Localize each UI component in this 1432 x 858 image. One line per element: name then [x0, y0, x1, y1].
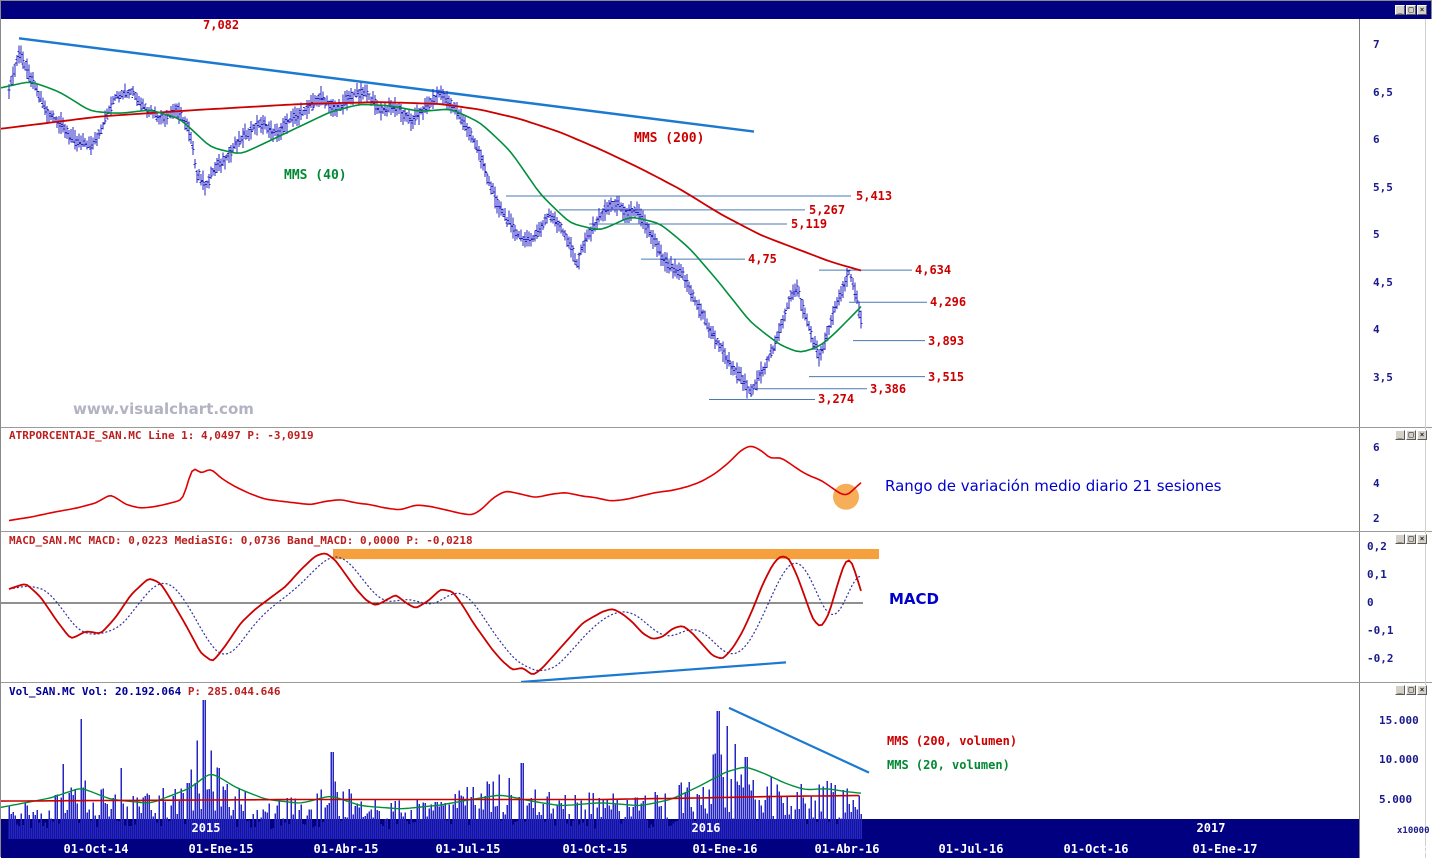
- chart-title-bar[interactable]: SAN.MC - SANTANDER - 1 d Dif. %: 2,30 Di…: [1, 1, 1431, 34]
- volume-title-left: Vol_SAN.MC Vol: 20.192.064: [9, 685, 188, 698]
- pane-separator[interactable]: [1, 531, 1432, 532]
- pane-separator[interactable]: [1, 682, 1432, 683]
- price-axis-tick: 7: [1373, 38, 1380, 51]
- price-axis-tick: 4: [1373, 323, 1380, 337]
- atr-line: [8, 445, 862, 522]
- atr-axis-tick: 2: [1373, 511, 1380, 525]
- volume-axis-tick: 15.000: [1379, 713, 1419, 727]
- price-pane[interactable]: [1, 19, 1359, 428]
- x-axis-year-label: 2017: [1196, 821, 1226, 835]
- x-axis-year-label: 2015: [191, 821, 221, 835]
- x-axis-date-label: 01-Oct-14: [63, 842, 129, 856]
- price-level-label: 3,893: [928, 333, 965, 348]
- price-level-label: 5,413: [856, 188, 893, 203]
- x-axis-date-label: 01-Ab: [1392, 842, 1430, 856]
- atr-axis-tick: 4: [1373, 476, 1380, 490]
- price-axis-tick: 6,5: [1373, 85, 1393, 99]
- price-chart[interactable]: [1, 19, 1359, 428]
- volume-pane[interactable]: [1, 683, 1359, 858]
- price-axis-tick: 5,5: [1373, 180, 1393, 194]
- x-axis-year-label: 2016: [691, 821, 721, 835]
- price-axis-tick: 5: [1373, 228, 1380, 242]
- x-axis-date-label: 01-Oct-15: [562, 842, 628, 856]
- macd-highlight-bar: [333, 549, 879, 560]
- mms40-line: [1, 81, 862, 353]
- price-level-label: 3,274: [818, 392, 855, 407]
- macd-pane[interactable]: [1, 532, 1359, 683]
- macd-signal-line: [8, 556, 862, 672]
- price-pane-close-button[interactable]: ×: [1417, 5, 1427, 15]
- price-pane-window-controls: _ □ ×: [1395, 5, 1427, 15]
- volume-pane-minimize-button[interactable]: _: [1395, 685, 1405, 695]
- price-axis-tick: 3,5: [1373, 370, 1393, 384]
- mms40-label: MMS (40): [284, 168, 347, 183]
- price-level-label: 3,515: [928, 369, 965, 384]
- price-axis-tick: 6: [1373, 133, 1380, 147]
- volume-axis-multiplier: x10000: [1397, 826, 1430, 836]
- x-axis-date-label: 01-Abr-16: [814, 842, 880, 856]
- macd-pane-title: MACD_SAN.MC MACD: 0,0223 MediaSIG: 0,073…: [9, 534, 473, 547]
- volume-trendline[interactable]: [728, 706, 870, 774]
- price-level-label: 4,296: [930, 295, 967, 310]
- macd-pane-close-button[interactable]: ×: [1417, 534, 1427, 544]
- macd-line: [8, 552, 862, 675]
- macd-axis-tick: -0,2: [1367, 652, 1394, 665]
- price-axis-tick: 4,5: [1373, 275, 1393, 289]
- volume-mms20-line: [1, 766, 862, 810]
- x-axis-date-label: 01-Abr-15: [313, 842, 379, 856]
- price-pane-restore-button[interactable]: □: [1406, 5, 1416, 15]
- price-level-label: 5,119: [791, 216, 828, 231]
- x-axis-date-label: 01-Oct-16: [1063, 842, 1129, 856]
- price-pane-minimize-button[interactable]: _: [1395, 5, 1405, 15]
- atr-pane-close-button[interactable]: ×: [1417, 430, 1427, 440]
- volume-axis-tick: 10.000: [1379, 753, 1419, 766]
- atr-axis-tick: 6: [1373, 441, 1380, 455]
- x-axis-date-label: 01-Jul-15: [435, 842, 501, 856]
- volume-axis-tick: 5.000: [1379, 792, 1413, 806]
- x-axis-date-label: 01-Jul-16: [938, 842, 1004, 856]
- macd-chart[interactable]: [1, 532, 1359, 683]
- price-level-label: 5,267: [809, 202, 846, 217]
- macd-axis-tick: 0,2: [1367, 540, 1387, 553]
- volume-chart[interactable]: [1, 683, 1359, 858]
- atr-chart[interactable]: [1, 428, 1359, 532]
- x-axis-date-label: 01-Ene-16: [692, 842, 758, 856]
- volume-pane-close-button[interactable]: ×: [1417, 685, 1427, 695]
- volume-pane-window-controls: _ □ ×: [1395, 685, 1427, 695]
- watermark: www.visualchart.com: [73, 400, 254, 418]
- volume-title-right: P: 285.044.646: [187, 685, 281, 698]
- volume-pane-restore-button[interactable]: □: [1406, 685, 1416, 695]
- pane-separator[interactable]: [1, 427, 1432, 428]
- macd-label: MACD: [889, 590, 939, 608]
- price-level-label: 4,75: [748, 252, 777, 267]
- atr-range-label: Rango de variación medio diario 21 sesio…: [885, 477, 1222, 495]
- macd-pane-restore-button[interactable]: □: [1406, 534, 1416, 544]
- macd-axis-tick: 0: [1367, 596, 1374, 609]
- x-axis-date-label: 01-Ene-17: [1192, 842, 1258, 856]
- macd-pane-minimize-button[interactable]: _: [1395, 534, 1405, 544]
- price-level-label: 3,386: [870, 381, 907, 396]
- vol-mms200-label: MMS (200, volumen): [887, 734, 1018, 748]
- trendline-peak-label: 7,082: [203, 18, 240, 32]
- volume-pane-title: Vol_SAN.MC Vol: 20.192.064 P: 285.044.64…: [9, 685, 281, 698]
- macd-axis-tick: 0,1: [1367, 568, 1387, 581]
- macd-axis-tick: -0,1: [1367, 624, 1394, 637]
- atr-pane[interactable]: [1, 428, 1359, 532]
- price-level-label: 4,634: [915, 263, 952, 278]
- mms200-line: [1, 101, 862, 272]
- price-trendline[interactable]: [18, 37, 755, 133]
- mms200-label: MMS (200): [634, 131, 705, 146]
- vol-mms20-label: MMS (20, volumen): [887, 758, 1010, 772]
- atr-pane-title: ATRPORCENTAJE_SAN.MC Line 1: 4,0497 P: -…: [9, 429, 314, 442]
- macd-pane-window-controls: _ □ ×: [1395, 534, 1427, 544]
- atr-pane-minimize-button[interactable]: _: [1395, 430, 1405, 440]
- macd-trendline[interactable]: [520, 661, 787, 683]
- x-axis-date-label: 01-Ene-15: [188, 842, 254, 856]
- volume-mms200-line: [1, 794, 859, 802]
- volume-bars: [8, 700, 862, 840]
- atr-pane-restore-button[interactable]: □: [1406, 430, 1416, 440]
- atr-pane-window-controls: _ □ ×: [1395, 430, 1427, 440]
